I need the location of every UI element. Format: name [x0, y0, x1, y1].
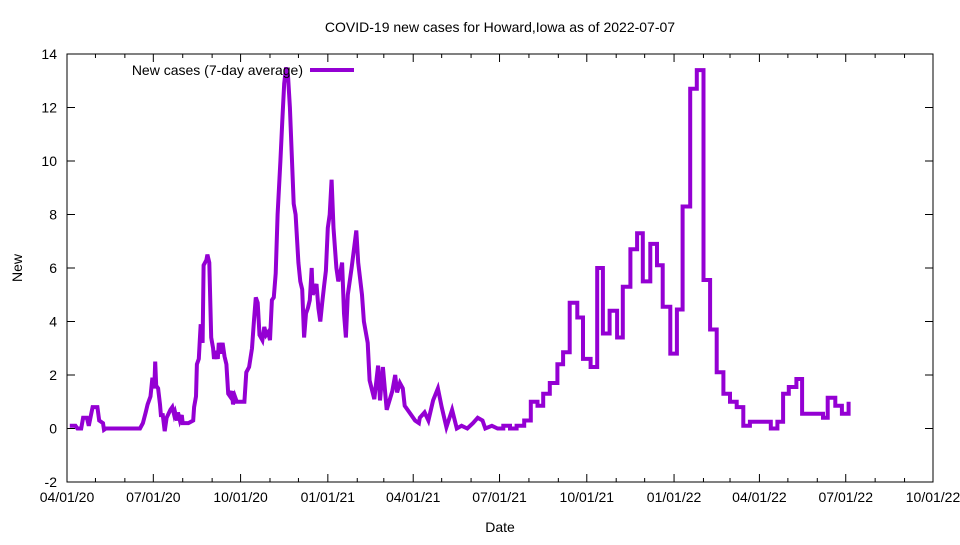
- axes: -2 0 2 4 6 8 10 12 14 04/01/20 07/01/20 10/01/20 01/…: [40, 46, 960, 505]
- x-tick-label: 07/01/21: [472, 489, 527, 505]
- x-tick-label: 10/01/21: [560, 489, 615, 505]
- x-tick-label: 10/01/20: [213, 489, 268, 505]
- y-tick-label: 2: [49, 367, 57, 383]
- x-tick-label: 04/01/21: [386, 489, 441, 505]
- y-tick-label: 4: [49, 314, 57, 330]
- x-tick-label: 07/01/20: [126, 489, 181, 505]
- y-tick-label: 12: [41, 100, 57, 116]
- y-tick-label: 8: [49, 207, 57, 223]
- y-tick-label: 0: [49, 421, 57, 437]
- y-tick-label: 10: [41, 153, 57, 169]
- x-tick-label: 01/01/21: [301, 489, 356, 505]
- y-axis-label: New: [9, 253, 25, 282]
- x-tick-label: 04/01/20: [40, 489, 95, 505]
- plot-frame: [66, 53, 934, 483]
- y-tick-label: 14: [41, 46, 57, 62]
- legend: New cases (7-day average): [132, 62, 354, 78]
- chart-title: COVID-19 new cases for Howard,Iowa as of…: [325, 19, 675, 35]
- x-tick-label: 01/01/22: [647, 489, 702, 505]
- legend-label: New cases (7-day average): [132, 62, 303, 78]
- x-axis-label: Date: [485, 519, 515, 535]
- y-tick-label: -2: [45, 474, 58, 490]
- series-line: [69, 66, 851, 435]
- y-tick-label: 6: [49, 260, 57, 276]
- series: [69, 66, 851, 435]
- x-tick-label: 07/01/22: [818, 489, 873, 505]
- x-tick-label: 10/01/22: [906, 489, 960, 505]
- x-tick-label: 04/01/22: [732, 489, 787, 505]
